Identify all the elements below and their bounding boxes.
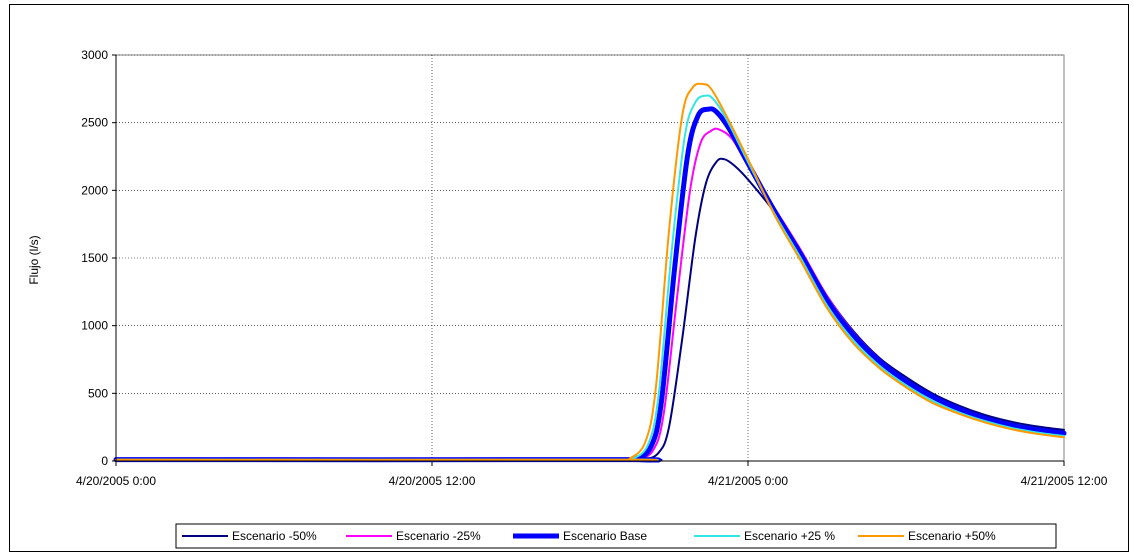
- y-tick-label: 2500: [81, 116, 108, 130]
- series-layer: [113, 82, 1067, 463]
- grid-layer: [115, 54, 1065, 462]
- x-tick-label: 4/20/2005 12:00: [389, 474, 476, 488]
- legend-box: [175, 523, 1057, 549]
- legend-label: Escenario Base: [563, 529, 647, 543]
- series-line-1: [115, 127, 1065, 461]
- y-axis-label: Flujo (l/s): [27, 235, 41, 284]
- legend-label: Escenario +50%: [908, 529, 996, 543]
- series-line-3: [115, 94, 1065, 462]
- y-tick-label: 2000: [81, 183, 108, 197]
- axis-layer: 0 500 1000 1500 2000 2500 3000 4/20/2005 0:00 4/…: [76, 48, 1108, 488]
- series-line-0: [115, 157, 1065, 461]
- x-tick-label: 4/21/2005 0:00: [708, 474, 788, 488]
- series-line-4: [115, 82, 1065, 462]
- series-line-2: [113, 106, 1067, 463]
- x-tick-label: 4/20/2005 0:00: [76, 474, 156, 488]
- y-tick-label: 3000: [81, 48, 108, 62]
- y-tick-label: 500: [88, 386, 108, 400]
- legend-label: Escenario -50%: [232, 529, 317, 543]
- y-tick-label: 1000: [81, 319, 108, 333]
- legend: Escenario -50% Escenario -25% Escenario Ba…: [175, 523, 1057, 549]
- legend-label: Escenario -25%: [396, 529, 481, 543]
- legend-label: Escenario +25 %: [744, 529, 835, 543]
- y-tick-label: 0: [101, 454, 108, 468]
- x-tick-label: 4/21/2005 12:00: [1021, 474, 1108, 488]
- y-tick-label: 1500: [81, 251, 108, 265]
